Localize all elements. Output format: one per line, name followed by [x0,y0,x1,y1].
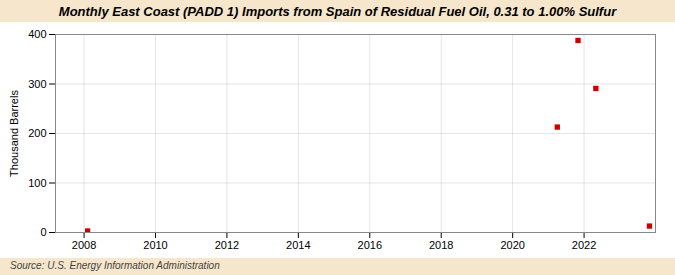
svg-text:200: 200 [28,127,46,139]
svg-text:2008: 2008 [72,239,96,251]
svg-text:2010: 2010 [143,239,167,251]
svg-text:2018: 2018 [429,239,453,251]
svg-text:100: 100 [28,177,46,189]
html-text:Monthly East Coast (PADD 1) Im: Monthly East Coast (PADD 1) Imports from… [58,4,617,19]
svg-text:2012: 2012 [215,239,239,251]
html-text:Source: U.S. Energy Informatio: Source: U.S. Energy Information Administ… [10,260,220,271]
svg-text:2014: 2014 [286,239,310,251]
svg-text:2020: 2020 [500,239,524,251]
svg-text:300: 300 [28,78,46,90]
svg-text:2022: 2022 [572,239,596,251]
svg-text:2016: 2016 [358,239,382,251]
svg-text:0: 0 [40,226,46,238]
svg-text:Thousand Barrels: Thousand Barrels [8,90,20,177]
svg-text:400: 400 [28,28,46,40]
